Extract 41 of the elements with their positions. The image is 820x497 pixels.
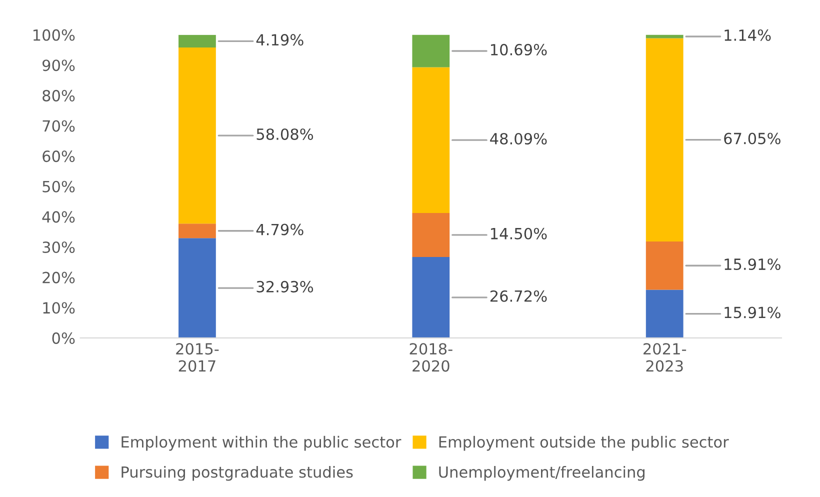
data-label: 1.14% (724, 29, 771, 41)
bar (412, 212, 450, 257)
y-tick-label: 20% (42, 272, 75, 284)
y-tick-label: 40% (42, 211, 75, 223)
bar (412, 34, 450, 68)
y-tick-label: 50% (42, 180, 75, 192)
y-tick-label: 60% (42, 150, 75, 162)
data-label: 67.05% (724, 132, 780, 144)
data-label: 32.93% (256, 280, 314, 292)
data-label: 58.08% (256, 128, 314, 140)
data-label: 15.91% (724, 258, 780, 270)
legend-label: Pursuing postgraduate studies (122, 466, 353, 481)
data-label: 15.91% (724, 306, 780, 318)
x-tick-label: 2021- 2023 (644, 343, 686, 372)
data-label: 14.50% (491, 228, 547, 240)
data-label: 4.79% (256, 224, 304, 236)
data-label: 48.09% (490, 132, 547, 145)
bar (646, 241, 684, 290)
legend-label: Unemployment/freelancing (439, 466, 644, 481)
legend-label: Employment within the public sector (122, 436, 402, 451)
y-tick-label: 70% (42, 120, 75, 132)
bar (178, 34, 216, 48)
x-tick-label: 2015- 2017 (176, 343, 219, 372)
data-label: 26.72% (490, 290, 547, 302)
bar (646, 38, 684, 242)
bar (178, 224, 216, 238)
bar (412, 256, 450, 338)
legend-label: Employment outside the public sector (439, 436, 729, 451)
y-tick-label: 30% (42, 241, 75, 254)
data-label: 4.19% (256, 34, 304, 46)
y-tick-label: 100% (34, 29, 75, 41)
data-label: 10.69% (491, 44, 547, 56)
y-tick-label: 80% (42, 90, 75, 102)
y-tick-label: 10% (43, 302, 75, 314)
y-tick-label: 0% (52, 332, 75, 344)
bar (646, 290, 684, 338)
bar (178, 238, 216, 338)
bar (178, 48, 216, 224)
bar (412, 67, 450, 213)
y-tick-label: 90% (42, 60, 75, 72)
x-tick-label: 2018- 2020 (410, 343, 452, 372)
